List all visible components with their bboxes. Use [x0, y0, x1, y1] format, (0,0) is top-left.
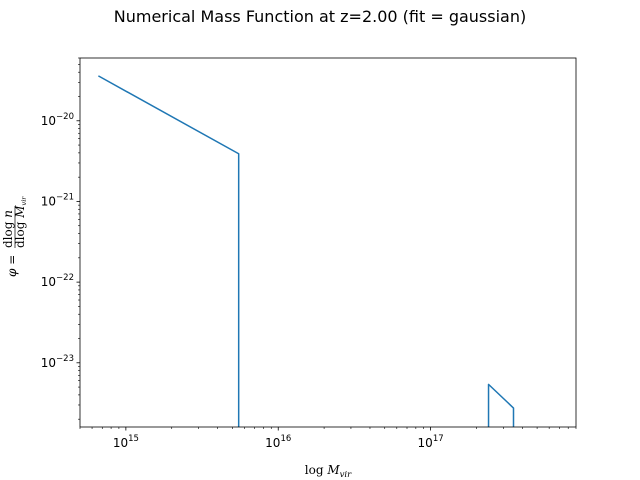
plot-frame	[79, 57, 577, 428]
svg-text:φ =: φ =	[5, 255, 19, 277]
y-tick-label: 10−22	[41, 273, 74, 289]
y-tick-label: 10−23	[41, 354, 74, 370]
x-tick-label: 1016	[265, 434, 291, 450]
series-line-2	[487, 383, 515, 427]
series-line-1	[98, 75, 240, 427]
svg-text:dlog Mvir: dlog Mvir	[13, 196, 28, 248]
y-tick-label: 10−21	[41, 192, 74, 208]
x-axis-label: log Mvir	[305, 463, 352, 480]
y-axis-label: φ = dlog n dlog Mvir	[1, 196, 28, 277]
x-tick-label: 1015	[113, 434, 139, 450]
y-tick-label: 10−20	[41, 112, 74, 128]
x-tick-label: 1017	[418, 434, 444, 450]
chart-title: Numerical Mass Function at z=2.00 (fit =…	[113, 7, 527, 26]
svg-text:dlog n: dlog n	[1, 210, 15, 248]
